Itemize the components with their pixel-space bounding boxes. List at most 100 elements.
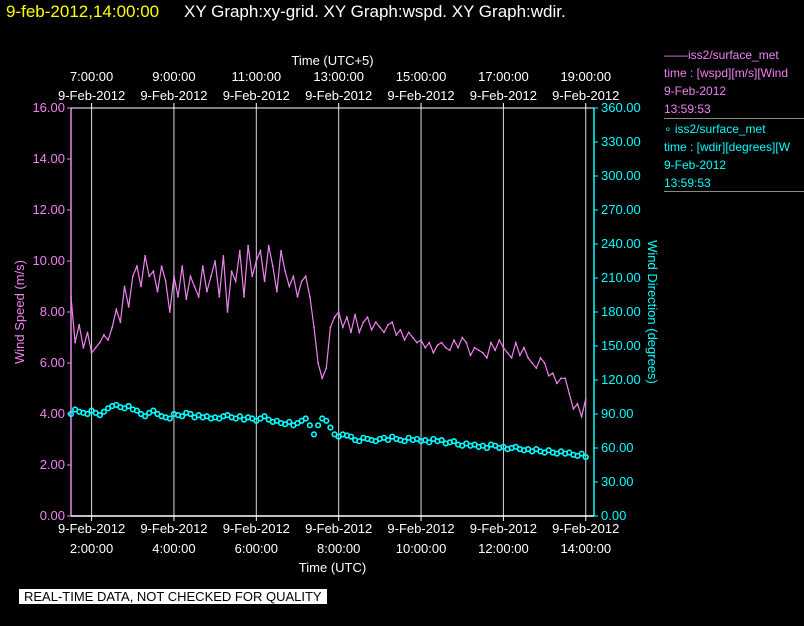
wspd-point <box>98 341 101 344</box>
wspd-point <box>263 280 266 283</box>
wspd-point <box>218 295 221 298</box>
wspd-point <box>82 346 85 349</box>
wspd-point <box>119 321 122 324</box>
y-left-tick-label: 4.00 <box>40 406 65 421</box>
wspd-point <box>440 341 443 344</box>
wdir-point <box>578 450 585 457</box>
wspd-point <box>152 270 155 273</box>
wspd-point <box>514 341 517 344</box>
wdir-point <box>302 415 309 422</box>
wspd-point <box>103 334 105 336</box>
wdir-point <box>166 415 173 422</box>
wspd-point <box>383 331 385 334</box>
wspd-point <box>168 311 171 313</box>
y-right-tick-label: 180.00 <box>601 304 641 319</box>
legend-source: iss2/surface_met <box>688 48 779 62</box>
x-bottom-tick-time: 2:00:00 <box>70 541 113 556</box>
y-right-tick-label: 0.00 <box>601 508 626 523</box>
wspd-point <box>86 331 89 334</box>
wdir-point <box>582 453 589 461</box>
wspd-point <box>498 339 501 341</box>
wspd-point <box>259 249 262 252</box>
wspd-point <box>321 377 324 380</box>
x-bottom-tick-date: 9-Feb-2012 <box>223 521 290 536</box>
x-bottom-tick-date: 9-Feb-2012 <box>58 521 125 536</box>
wspd-point <box>280 249 282 252</box>
wspd-point <box>432 351 435 354</box>
y-left-axis-label: Wind Speed (m/s) <box>12 260 27 364</box>
y-right-tick-label: 300.00 <box>601 168 641 183</box>
y-right-tick-label: 270.00 <box>601 202 641 217</box>
legend-divider <box>664 118 804 119</box>
legend-divider <box>664 191 804 192</box>
x-top-tick-date: 9-Feb-2012 <box>387 88 454 103</box>
wspd-point <box>469 354 472 357</box>
legend-entry-wdir: ∘ iss2/surface_met time : [wdir][degrees… <box>664 120 804 192</box>
wspd-point <box>214 260 217 262</box>
wspd-point <box>308 295 311 298</box>
wspd-point <box>243 295 245 298</box>
wspd-point <box>197 295 200 298</box>
wspd-point <box>436 344 439 347</box>
wdir-point <box>187 410 194 418</box>
wspd-point <box>144 255 147 257</box>
x-bottom-tick-date: 9-Feb-2012 <box>140 521 207 536</box>
x-top-tick-time: 11:00:00 <box>231 69 281 84</box>
wspd-point <box>107 339 109 341</box>
x-top-tick-time: 9:00:00 <box>152 69 195 84</box>
wspd-point <box>420 339 422 341</box>
wdir-point <box>306 422 313 429</box>
wspd-point <box>453 339 455 341</box>
legend-date: 9-Feb-2012 <box>664 158 727 172</box>
wdir-point <box>426 439 433 446</box>
wdir-point <box>314 422 322 429</box>
y-left-tick-label: 6.00 <box>40 355 65 370</box>
legend-field: time : [wspd][m/s][Wind <box>664 66 789 80</box>
wspd-point <box>387 323 389 326</box>
wdir-point <box>327 424 334 431</box>
y-right-tick-label: 360.00 <box>601 100 641 115</box>
wdir-point <box>286 418 293 426</box>
wdir-point <box>323 417 330 424</box>
wspd-point <box>140 285 142 288</box>
x-bottom-tick-date: 9-Feb-2012 <box>305 521 372 536</box>
wspd-point <box>296 295 299 298</box>
wspd-point <box>70 295 72 298</box>
wspd-point <box>572 408 575 410</box>
wspd-point <box>523 346 525 349</box>
wspd-point <box>374 321 377 324</box>
y-right-tick-label: 330.00 <box>601 134 641 149</box>
wspd-point <box>131 275 134 278</box>
x-top-axis-label: Time (UTC+5) <box>291 53 373 68</box>
y-left-tick-label: 14.00 <box>32 151 65 166</box>
wspd-point <box>428 341 431 344</box>
wspd-point <box>271 265 274 267</box>
wspd-point <box>185 298 188 301</box>
wspd-point <box>378 326 381 329</box>
wspd-point <box>547 374 550 377</box>
x-top-tick-time: 7:00:00 <box>70 69 113 84</box>
wspd-point <box>473 346 476 349</box>
legend-field: time : [wdir][degrees][W <box>664 140 791 154</box>
wdir-point <box>310 431 318 438</box>
header-graph-list: XY Graph:xy-grid. XY Graph:wspd. XY Grap… <box>184 2 566 21</box>
wdir-point <box>150 407 157 414</box>
wspd-point <box>502 346 505 349</box>
wspd-point <box>407 331 410 334</box>
wspd-point <box>304 275 307 278</box>
wspd-point <box>539 357 542 359</box>
wspd-point <box>494 349 497 352</box>
y-right-tick-label: 150.00 <box>601 338 641 353</box>
wspd-point <box>399 328 402 331</box>
wspd-point <box>403 339 406 341</box>
wdir-point <box>125 402 132 410</box>
legend-circle-marker: ∘ <box>664 122 672 136</box>
y-right-tick-label: 240.00 <box>601 236 641 251</box>
wspd-point <box>560 377 562 380</box>
wspd-point <box>341 326 344 329</box>
legend-line-marker: —— <box>664 48 688 62</box>
wdir-point <box>100 408 108 415</box>
wspd-point <box>535 367 538 369</box>
y-left-tick-label: 10.00 <box>32 253 65 268</box>
x-bottom-tick-date: 9-Feb-2012 <box>552 521 619 536</box>
